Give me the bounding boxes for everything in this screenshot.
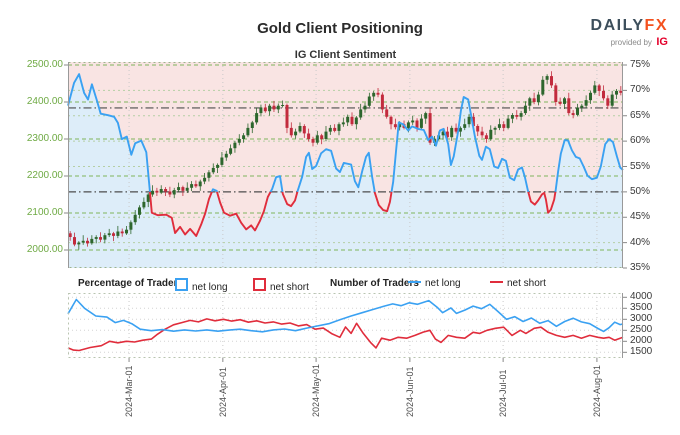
count-axis-tick-label: 4000 xyxy=(630,291,653,303)
provided-by-ig: provided by IG xyxy=(610,36,668,48)
net-long-square-swatch xyxy=(175,278,188,291)
count-axis-tick-label: 3500 xyxy=(630,302,653,314)
date-axis-tick-label: 2024-Apr-01 xyxy=(217,366,228,417)
count-axis-tick-label: 2000 xyxy=(630,335,653,347)
net-short-line-swatch xyxy=(490,281,503,283)
price-axis-tick-label: 2100.00 xyxy=(26,207,63,218)
legend-count-header: Number of Traders xyxy=(330,278,419,289)
legend-pct-header: Percentage of Traders xyxy=(78,278,184,289)
trader-count-chart xyxy=(67,293,627,362)
pct-axis-tick-label: 45% xyxy=(630,211,651,223)
count-axis-tick-label: 2500 xyxy=(630,324,653,336)
count-axis-tick-label: 3000 xyxy=(630,313,653,325)
pct-axis-tick-label: 65% xyxy=(630,109,651,121)
pct-axis-tick-label: 75% xyxy=(630,59,651,70)
pct-axis-tick-label: 50% xyxy=(630,185,651,197)
count-axis-tick-label: 1500 xyxy=(630,346,653,358)
price-axis-tick-label: 2000.00 xyxy=(26,244,63,255)
legend-count-net-short: net short xyxy=(490,278,546,289)
date-axis-tick-label: 2024-Aug-01 xyxy=(591,364,602,417)
main-price-sentiment-chart xyxy=(64,62,627,269)
price-axis-tick-label: 2500.00 xyxy=(26,59,63,70)
pct-axis-tick-label: 70% xyxy=(630,84,651,96)
dailyfx-wordmark: DAILYFX xyxy=(590,17,668,34)
legend-pct-net-short: net short xyxy=(253,278,309,293)
pct-axis-tick-label: 60% xyxy=(630,135,651,147)
legend-count-net-long: net long xyxy=(408,278,461,289)
date-axis-tick-label: 2024-Jul-01 xyxy=(498,369,509,417)
date-axis-tick-label: 2024-Mar-01 xyxy=(124,365,135,417)
page-title: Gold Client Positioning xyxy=(257,20,423,37)
chart-subtitle: IG Client Sentiment xyxy=(294,49,397,61)
date-axis-tick-label: 2024-May-01 xyxy=(311,363,322,417)
price-axis-tick-label: 2300.00 xyxy=(26,133,63,144)
dailyfx-logo: DAILYFX provided by IG xyxy=(591,18,668,50)
pct-axis-tick-label: 55% xyxy=(630,160,651,172)
date-axis-tick-label: 2024-Jun-01 xyxy=(404,366,415,417)
price-axis-tick-label: 2200.00 xyxy=(26,170,63,181)
net-short-square-swatch xyxy=(253,278,266,291)
net-long-line-swatch xyxy=(408,281,421,283)
price-axis-tick-label: 2400.00 xyxy=(26,96,63,107)
legend-pct-net-long: net long xyxy=(175,278,228,293)
pct-axis-tick-label: 40% xyxy=(630,236,651,248)
pct-axis-tick-label: 35% xyxy=(630,262,651,273)
